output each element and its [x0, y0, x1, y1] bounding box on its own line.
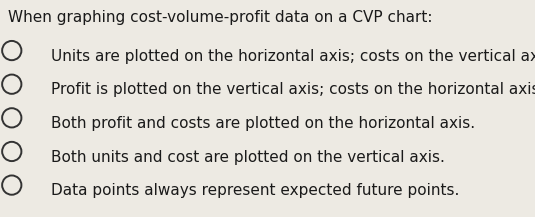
Text: When graphing cost-volume-profit data on a CVP chart:: When graphing cost-volume-profit data on…: [8, 10, 432, 25]
Text: Profit is plotted on the vertical axis; costs on the horizontal axis.: Profit is plotted on the vertical axis; …: [51, 82, 535, 97]
Text: Data points always represent expected future points.: Data points always represent expected fu…: [51, 183, 459, 198]
Text: Units are plotted on the horizontal axis; costs on the vertical axis.: Units are plotted on the horizontal axis…: [51, 49, 535, 64]
Text: Both units and cost are plotted on the vertical axis.: Both units and cost are plotted on the v…: [51, 150, 445, 165]
Text: Both profit and costs are plotted on the horizontal axis.: Both profit and costs are plotted on the…: [51, 116, 475, 131]
